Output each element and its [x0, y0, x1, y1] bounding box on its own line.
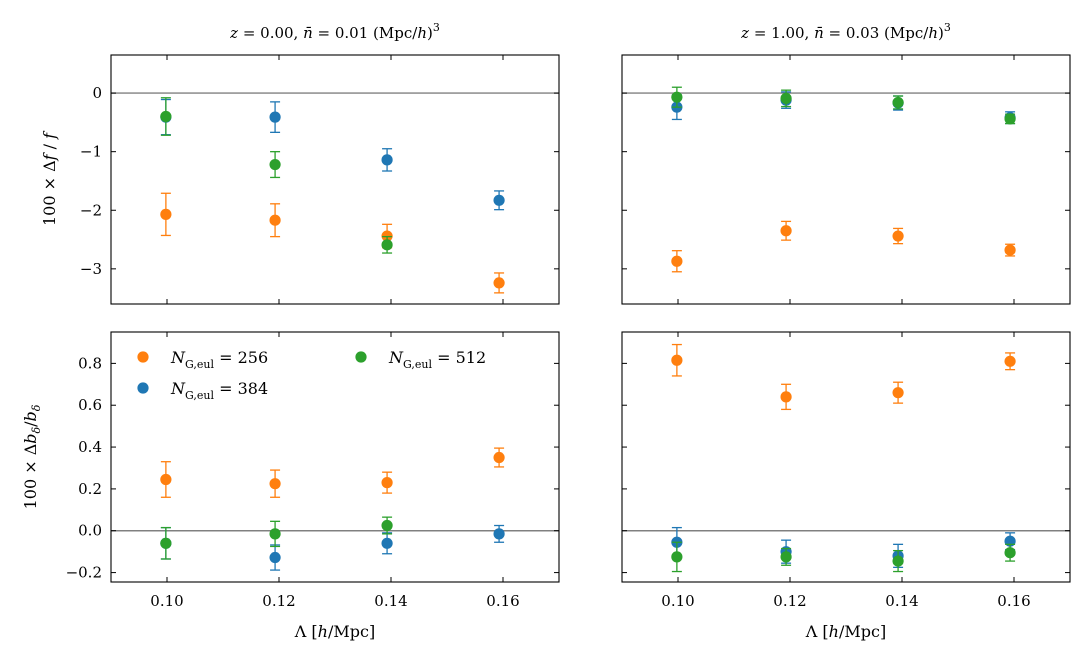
legend-label: NG,eul = 256	[170, 348, 268, 371]
panel-b-z1: 0.10 0.12 0.14 0.16	[621, 331, 1071, 610]
axes-frame	[110, 54, 560, 305]
data-point	[269, 528, 281, 540]
data-point	[269, 551, 281, 564]
data-point	[269, 111, 281, 123]
data-point	[160, 537, 172, 549]
data-point	[780, 225, 792, 237]
data-point	[671, 354, 683, 366]
x-tick-label: 0.16	[486, 592, 519, 610]
data-point	[671, 91, 683, 103]
panel-f-z0: 0 −1 −2 −3	[80, 54, 560, 305]
legend: NG,eul = 256 NG,eul = 512 NG,eul = 384	[137, 348, 486, 402]
axes-frame	[621, 54, 1071, 305]
axes-frame	[621, 331, 1071, 583]
ticks: 0 −1 −2 −3	[80, 55, 559, 304]
series-N512	[671, 86, 1016, 125]
data-point	[780, 551, 792, 563]
y-tick-label: 0.0	[78, 522, 102, 540]
series-N512	[160, 516, 393, 560]
series-N256	[671, 343, 1016, 411]
data-point	[780, 92, 792, 104]
legend-entry-N512: NG,eul = 512	[355, 348, 486, 371]
data-point	[381, 477, 393, 489]
x-axis-label: Λ [h/Mpc]	[294, 622, 375, 641]
data-point	[493, 277, 505, 289]
data-point	[381, 519, 393, 532]
x-tick-label: 0.12	[262, 592, 295, 610]
y-tick-label: 0.8	[78, 354, 102, 372]
data-point	[269, 214, 281, 226]
x-tick-label: 0.14	[885, 592, 918, 610]
y-tick-label: −3	[80, 260, 102, 278]
data-point	[381, 537, 393, 549]
data-point	[493, 451, 505, 464]
ticks: 0.10 0.12 0.14 0.16 −0.2 0.0 0.2 0.4 0.6 0.8	[66, 332, 559, 610]
panel-b-z0: 0.10 0.12 0.14 0.16 −0.2 0.0 0.2 0.4 0.6 0.8 NG,eu…	[66, 331, 560, 610]
data-point	[892, 96, 904, 109]
x-tick-label: 0.16	[997, 592, 1030, 610]
data-point	[381, 239, 393, 251]
y-tick-label: 0.4	[78, 438, 102, 456]
panels: 0−1−2−30.10 0.12 0.14 0.16−0.20.00.20.40.60…	[21, 21, 1071, 641]
axes-frame	[110, 331, 560, 583]
data-point	[160, 208, 172, 220]
legend-marker	[137, 382, 149, 394]
series-N256	[671, 220, 1016, 273]
x-axis-label: Λ [h/Mpc]	[805, 622, 886, 641]
panel-title: z = 1.00, n̄ = 0.03 (Mpc/h)3	[740, 21, 951, 42]
y-axis-label: 100 × Δbδ/bδ	[21, 404, 43, 509]
data-point	[892, 230, 904, 242]
series-N256	[160, 192, 505, 294]
data-point	[269, 478, 281, 490]
data-point	[493, 194, 505, 206]
series-N384	[160, 98, 505, 211]
x-tick-label: 0.10	[150, 592, 183, 610]
data-point	[1004, 547, 1016, 559]
x-tick-label: 0.12	[773, 592, 806, 610]
data-point	[493, 528, 505, 540]
series-N384	[160, 524, 505, 571]
data-point	[160, 473, 172, 486]
x-tick-label: 0.14	[374, 592, 407, 610]
data-point	[1004, 113, 1016, 125]
data-point	[381, 154, 393, 166]
y-axis-label: 100 × Δf / f	[40, 130, 59, 226]
data-point	[780, 391, 792, 403]
x-tick-label: 0.10	[661, 592, 694, 610]
legend-marker	[355, 351, 367, 363]
series-N384	[671, 91, 1016, 125]
y-tick-label: 0.2	[78, 480, 102, 498]
panel-f-z1	[621, 54, 1071, 305]
data-point	[160, 110, 172, 123]
y-tick-label: 0.6	[78, 396, 102, 414]
data-point	[1004, 355, 1016, 367]
panel-title: z = 0.00, n̄ = 0.01 (Mpc/h)3	[229, 21, 440, 42]
series-N512	[671, 541, 1016, 573]
legend-entry-N256: NG,eul = 256	[137, 348, 268, 371]
ticks	[622, 55, 1070, 304]
y-tick-label: 0	[92, 84, 102, 102]
y-tick-label: −2	[80, 201, 102, 219]
data-point	[671, 255, 683, 267]
data-point	[671, 551, 683, 563]
data-point	[1004, 244, 1016, 256]
series-N512	[160, 97, 393, 254]
data-point	[892, 387, 904, 399]
data-point	[892, 555, 904, 567]
legend-entry-N384: NG,eul = 384	[137, 379, 268, 402]
ticks: 0.10 0.12 0.14 0.16	[622, 332, 1070, 610]
data-point	[269, 158, 281, 171]
legend-marker	[137, 351, 149, 363]
legend-label: NG,eul = 512	[388, 348, 486, 371]
series-N384	[671, 526, 1016, 569]
legend-label: NG,eul = 384	[170, 379, 268, 402]
y-tick-label: −1	[80, 143, 102, 161]
series-N256	[160, 447, 505, 498]
y-tick-label: −0.2	[66, 564, 102, 582]
